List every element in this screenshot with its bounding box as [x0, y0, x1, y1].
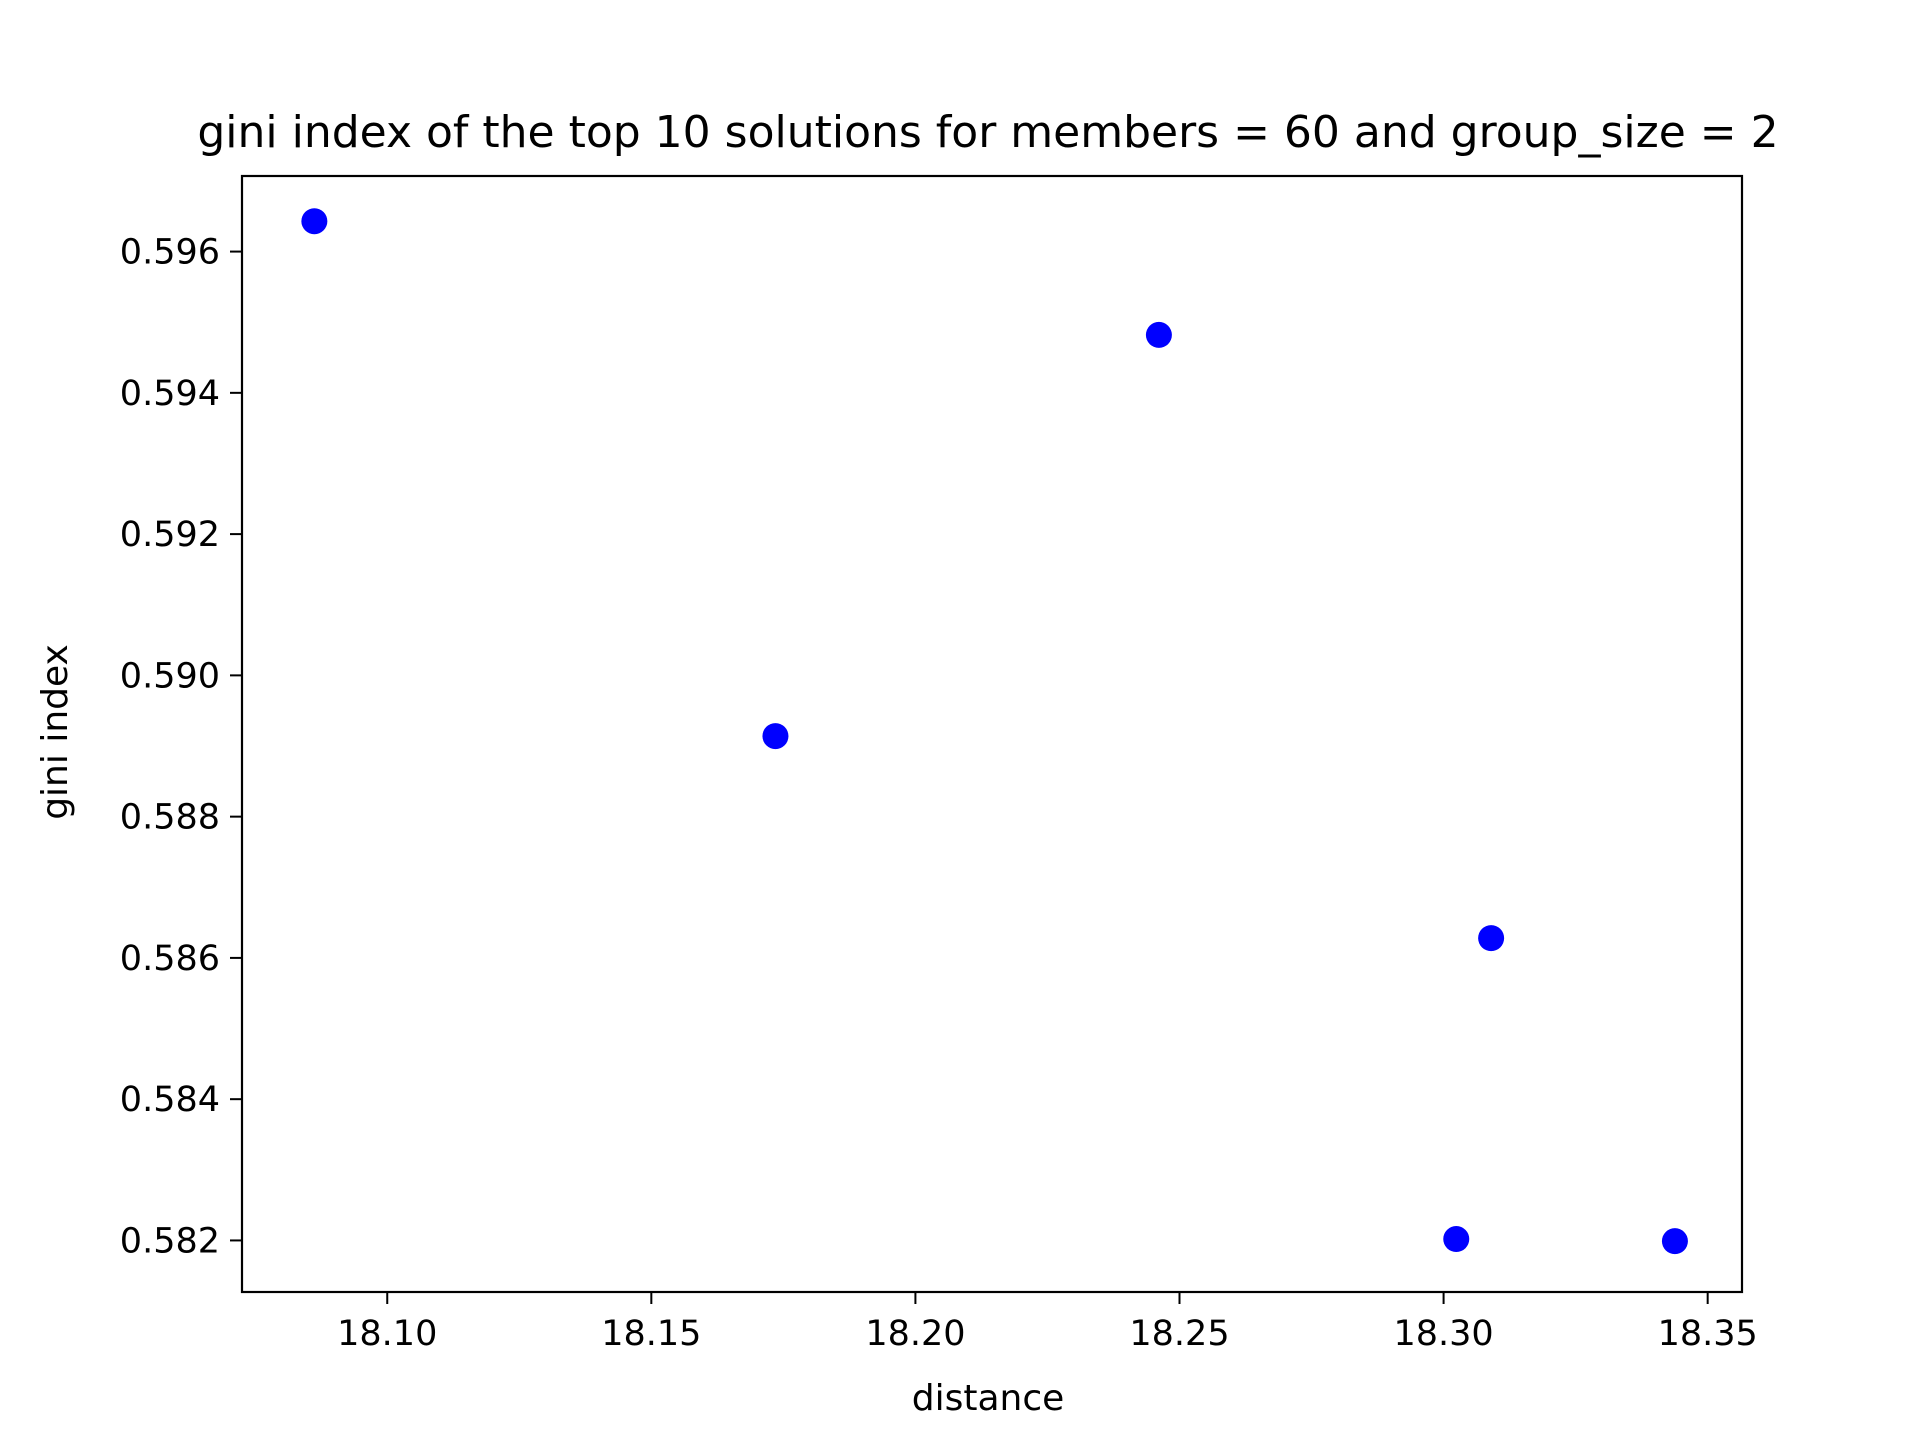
y-axis-label: gini index: [35, 644, 76, 820]
scatter-point: [1478, 925, 1505, 952]
y-tick-label: 0.582: [120, 1221, 220, 1261]
x-tick-label: 18.35: [1658, 1314, 1758, 1354]
y-tick-label: 0.592: [120, 515, 220, 555]
chart-title: gini index of the top 10 solutions for m…: [197, 107, 1778, 158]
y-axis-ticks: 0.582 0.584 0.586 0.588 0.590 0.592 0.594 0.596: [120, 233, 242, 1261]
scatter-point: [1145, 321, 1172, 348]
y-tick-label: 0.584: [120, 1080, 220, 1120]
y-tick-label: 0.596: [120, 233, 220, 273]
scatter-point: [301, 208, 328, 235]
scatter-point: [1443, 1226, 1470, 1253]
y-tick-label: 0.586: [120, 939, 220, 979]
y-tick-label: 0.590: [120, 656, 220, 696]
x-axis-label: distance: [912, 1378, 1065, 1419]
y-tick-label: 0.588: [120, 798, 220, 838]
scatter-points: [301, 208, 1688, 1255]
x-axis-ticks: 18.10 18.15 18.20 18.25 18.30 18.35: [337, 1292, 1758, 1354]
x-tick-label: 18.30: [1393, 1314, 1493, 1354]
x-tick-label: 18.15: [601, 1314, 701, 1354]
x-tick-label: 18.20: [865, 1314, 965, 1354]
scatter-point: [762, 723, 789, 750]
y-tick-label: 0.594: [120, 374, 220, 414]
plot-area: [240, 174, 1744, 1294]
x-tick-label: 18.25: [1129, 1314, 1229, 1354]
scatter-point: [1661, 1228, 1688, 1255]
x-tick-label: 18.10: [337, 1314, 437, 1354]
plot-frame: [240, 174, 1744, 1294]
